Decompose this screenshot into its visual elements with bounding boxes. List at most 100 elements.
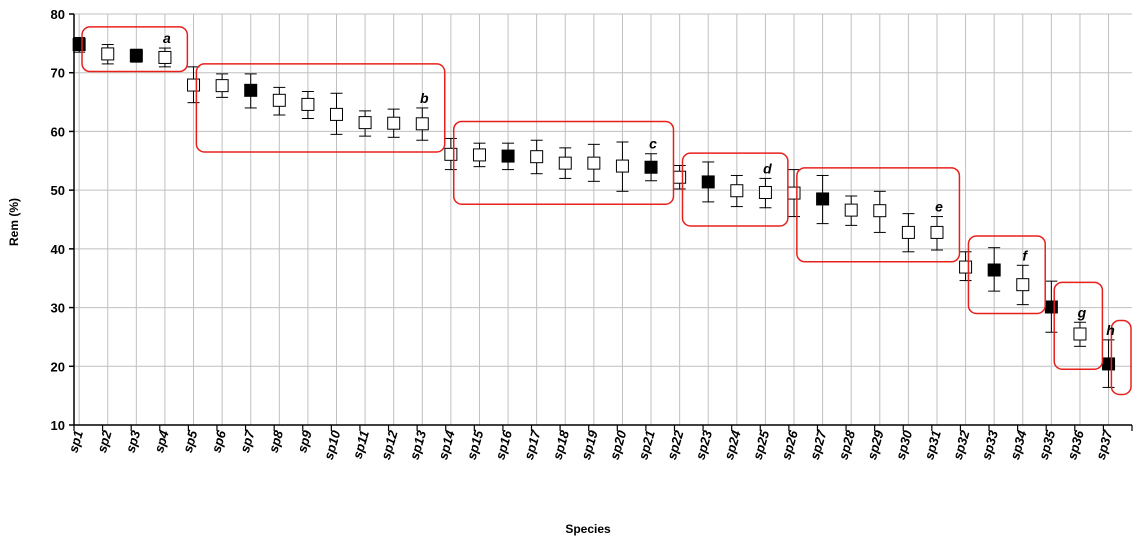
x-tick-label: sp6 bbox=[208, 428, 229, 454]
data-point-open bbox=[873, 204, 887, 218]
data-point-filled bbox=[244, 83, 258, 97]
group-box bbox=[796, 167, 961, 263]
group-letter: h bbox=[1106, 322, 1115, 338]
x-tick-label: sp16 bbox=[492, 428, 515, 461]
y-tick-label: 40 bbox=[51, 242, 65, 257]
data-point-filled bbox=[1044, 300, 1058, 314]
group-box bbox=[81, 26, 189, 73]
x-tick-label: sp5 bbox=[180, 428, 201, 454]
data-point-open bbox=[558, 156, 572, 170]
group-box bbox=[1053, 281, 1104, 370]
group-letter: d bbox=[763, 160, 772, 176]
y-tick-labels: 10 20 30 40 50 60 70 80 bbox=[51, 7, 65, 433]
x-axis-title: Species bbox=[565, 522, 611, 536]
grid-lines bbox=[74, 13, 1132, 425]
y-axis-title: Rem (%) bbox=[7, 198, 21, 246]
data-point-open bbox=[844, 203, 858, 217]
y-tick-label: 20 bbox=[51, 359, 65, 374]
data-point-open bbox=[615, 159, 629, 173]
x-tick-label: sp36 bbox=[1064, 428, 1087, 461]
x-tick-label: sp25 bbox=[750, 428, 773, 461]
data-point-filled bbox=[1102, 357, 1116, 371]
x-tick-label: sp30 bbox=[893, 428, 916, 461]
x-tick-label: sp33 bbox=[978, 428, 1001, 461]
data-point-open bbox=[673, 170, 687, 184]
data-point-open bbox=[101, 47, 115, 61]
data-point-open bbox=[472, 148, 486, 162]
x-tick-label: sp19 bbox=[578, 428, 601, 461]
x-tick-label: sp1 bbox=[65, 429, 86, 455]
x-tick-label: sp37 bbox=[1093, 428, 1116, 461]
data-point-filled bbox=[72, 38, 86, 52]
data-point-open bbox=[329, 107, 343, 121]
data-point-open bbox=[444, 147, 458, 161]
data-point-open bbox=[1073, 327, 1087, 341]
group-box bbox=[681, 152, 789, 227]
x-tick-label: sp29 bbox=[864, 428, 887, 461]
y-tick-label: 50 bbox=[51, 183, 65, 198]
x-tick-label: sp3 bbox=[123, 428, 144, 454]
data-point-filled bbox=[816, 192, 830, 206]
y-tick-label: 70 bbox=[51, 66, 65, 81]
data-point-open bbox=[758, 185, 772, 199]
data-point-open bbox=[959, 260, 973, 274]
data-point-filled bbox=[501, 149, 515, 163]
x-tick-label: sp13 bbox=[407, 428, 430, 461]
data-point-open bbox=[415, 117, 429, 131]
x-tick-label: sp12 bbox=[378, 428, 401, 461]
data-point-open bbox=[530, 150, 544, 164]
data-point-open bbox=[587, 156, 601, 170]
group-letter: g bbox=[1077, 304, 1087, 320]
data-point-open bbox=[301, 97, 315, 111]
x-tick-label: sp18 bbox=[550, 428, 573, 461]
x-tick-label: sp8 bbox=[266, 428, 287, 454]
x-tick-label: sp34 bbox=[1007, 428, 1030, 461]
x-tick-label: sp17 bbox=[521, 428, 544, 461]
group-letter: f bbox=[1022, 247, 1028, 263]
x-tick-label: sp28 bbox=[835, 428, 858, 461]
x-tick-label: sp35 bbox=[1036, 428, 1059, 461]
data-point-filled bbox=[644, 160, 658, 174]
x-tick-label: sp24 bbox=[721, 428, 744, 461]
x-tick-label: sp27 bbox=[807, 428, 830, 461]
data-point-open bbox=[387, 116, 401, 130]
x-tick-label: sp14 bbox=[435, 428, 458, 461]
x-tick-labels: sp1 sp2 sp3 sp4 sp5 sp6 sp7 sp8 sp9 sp10 sp11 sp12 s… bbox=[65, 428, 1115, 461]
group-box bbox=[195, 63, 446, 153]
data-point-open bbox=[1016, 278, 1030, 292]
x-tick-label: sp31 bbox=[921, 429, 944, 462]
x-tick-label: sp11 bbox=[350, 429, 372, 461]
data-point-open bbox=[187, 78, 201, 92]
y-tick-label: 10 bbox=[51, 418, 65, 433]
data-point-filled bbox=[987, 263, 1001, 277]
group-letter: b bbox=[420, 90, 429, 106]
x-tick-label: sp4 bbox=[151, 428, 172, 454]
group-boxes: a b c d e f g h bbox=[81, 26, 1132, 396]
data-point-open bbox=[787, 186, 801, 200]
group-box bbox=[967, 235, 1046, 315]
x-tick-label: sp9 bbox=[294, 428, 315, 454]
data-point-open bbox=[930, 225, 944, 239]
group-box bbox=[452, 120, 675, 205]
data-point-open bbox=[730, 184, 744, 198]
data-point-open bbox=[215, 79, 229, 93]
data-point-filled bbox=[129, 49, 143, 63]
data-point-open bbox=[358, 116, 372, 130]
x-tick-label: sp7 bbox=[237, 428, 258, 454]
group-letter: c bbox=[649, 136, 657, 152]
x-tick-label: sp2 bbox=[94, 428, 115, 454]
axes bbox=[69, 13, 1133, 431]
data-point-open bbox=[272, 93, 286, 107]
y-tick-label: 30 bbox=[51, 301, 65, 316]
data-point-filled bbox=[701, 175, 715, 189]
data-point-open bbox=[158, 50, 172, 64]
y-tick-label: 60 bbox=[51, 124, 65, 139]
x-tick-label: sp20 bbox=[607, 428, 630, 461]
group-box bbox=[1110, 319, 1132, 396]
group-letter: e bbox=[935, 199, 943, 215]
x-tick-label: sp23 bbox=[693, 428, 716, 461]
x-tick-label: sp22 bbox=[664, 428, 687, 461]
x-tick-label: sp10 bbox=[321, 428, 344, 461]
data-point-open bbox=[901, 225, 915, 239]
